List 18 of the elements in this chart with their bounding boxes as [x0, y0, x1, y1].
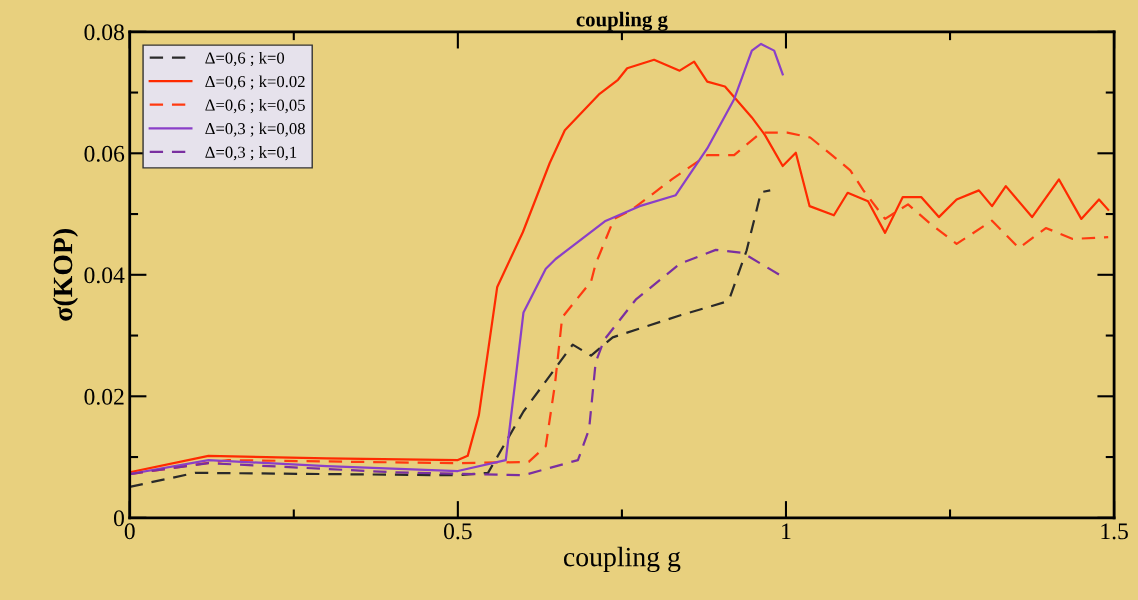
- legend-label: Δ=0,3 ; k=0,08: [205, 122, 305, 137]
- chart-title: coupling g: [576, 11, 668, 31]
- x-tick-label: 0.5: [444, 523, 472, 540]
- x-axis-title: coupling g: [563, 546, 681, 573]
- y-tick-label: 0.02: [84, 388, 124, 405]
- y-tick-label: 0: [113, 510, 124, 527]
- y-axis-title: σ(KOP): [52, 229, 78, 321]
- legend-label: Δ=0,6 ; k=0.02: [205, 75, 305, 90]
- y-tick-label: 0.08: [84, 24, 124, 41]
- y-tick-label: 0.04: [84, 267, 125, 284]
- legend-label: Δ=0,3 ; k=0,1: [205, 146, 297, 161]
- x-tick-label: 1.5: [1101, 523, 1128, 540]
- legend-label: Δ=0,6 ; k=0,05: [205, 99, 305, 114]
- legend-label: Δ=0,6 ; k=0: [205, 51, 285, 67]
- x-tick-label: 1: [782, 523, 791, 540]
- line-series: [129, 42, 784, 476]
- y-tick-label: 0.06: [84, 145, 125, 162]
- line-series: [129, 189, 772, 488]
